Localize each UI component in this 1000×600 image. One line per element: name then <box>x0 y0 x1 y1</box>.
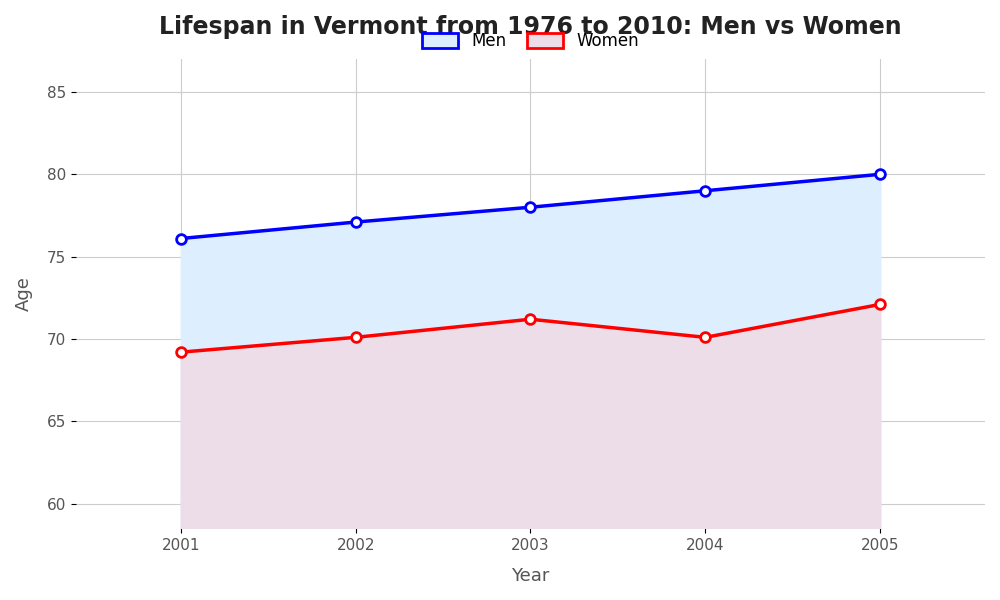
Legend: Men, Women: Men, Women <box>415 25 646 56</box>
Title: Lifespan in Vermont from 1976 to 2010: Men vs Women: Lifespan in Vermont from 1976 to 2010: M… <box>159 15 902 39</box>
Y-axis label: Age: Age <box>15 276 33 311</box>
X-axis label: Year: Year <box>511 567 550 585</box>
